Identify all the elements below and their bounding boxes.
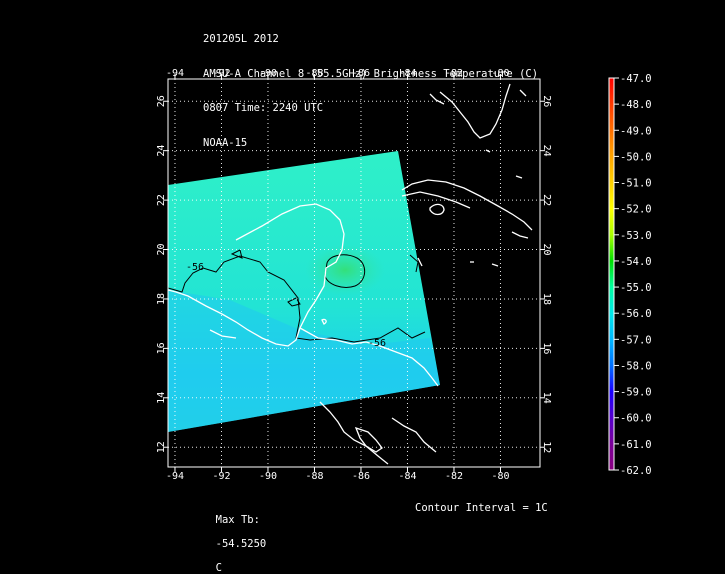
x-tick-label-bottom: -88	[305, 471, 323, 482]
max-tb-unit: C	[215, 562, 222, 574]
colorbar-label: -56.0	[620, 308, 652, 320]
contour-small-1	[287, 297, 301, 307]
x-tick-label-top: -80	[491, 68, 509, 79]
colorbar-label: -48.0	[620, 99, 652, 111]
coastlines	[168, 83, 533, 465]
x-tick-label-top: -92	[212, 68, 230, 79]
colorbar-label: -58.0	[620, 360, 652, 372]
y-tick-label-right: 18	[541, 293, 552, 305]
colorbar-label: -49.0	[620, 125, 652, 137]
colorbar-label: -62.0	[620, 465, 652, 477]
contour-label: -56	[186, 262, 204, 273]
x-tick-label-top: -88	[305, 68, 323, 79]
y-tick-label-left: 20	[156, 243, 167, 255]
colorbar-label: -60.0	[620, 413, 652, 425]
cold-region	[168, 290, 440, 432]
y-tick-label-left: 26	[156, 95, 167, 107]
x-tick-label-bottom: -94	[166, 471, 184, 482]
x-tick-label-top: -82	[445, 68, 463, 79]
y-tick-label-left: 18	[156, 293, 167, 305]
colorbar-label: -53.0	[620, 230, 652, 242]
title-storm-id: 201205L 2012	[203, 33, 279, 45]
colorbar-label: -55.0	[620, 282, 652, 294]
y-tick-label-right: 22	[541, 194, 552, 206]
contour-east	[409, 254, 419, 273]
contour-label: -56	[368, 338, 386, 349]
colorbar-label: -52.0	[620, 204, 652, 216]
map-chart: -94 -94 -92 -92 -90 -90 -88 -88 -86 -86 -84 -84 -82 -…	[156, 68, 652, 482]
contour-interval: Contour Interval = 1C	[415, 502, 548, 514]
contour-small-2	[230, 249, 243, 259]
y-tick-label-left: 14	[156, 392, 167, 404]
colorbar-label: -59.0	[620, 387, 652, 399]
max-tb-label: Max Tb:	[215, 514, 260, 526]
lat-lon-grid	[168, 79, 540, 467]
plot-area	[168, 79, 540, 467]
y-tick-label-right: 20	[541, 243, 552, 255]
colorbar-bar	[608, 77, 615, 471]
colorbar-label: -47.0	[620, 73, 652, 85]
max-tb-readout: Max Tb: -54.5250 C	[203, 502, 267, 574]
y-tick-label-right: 26	[541, 95, 552, 107]
plot-frame	[167, 78, 541, 468]
axis-labels: -94 -94 -92 -92 -90 -90 -88 -88 -86 -86 -84 -84 -82 -…	[156, 68, 552, 482]
x-tick-label-bottom: -80	[491, 471, 509, 482]
y-tick-label-right: 12	[541, 441, 552, 453]
x-tick-label-bottom: -92	[212, 471, 230, 482]
x-tick-label-bottom: -84	[398, 471, 416, 482]
colorbar-label: -54.0	[620, 256, 652, 268]
x-tick-label-bottom: -90	[259, 471, 277, 482]
warm-core	[305, 244, 385, 296]
x-tick-label-top: -84	[398, 68, 416, 79]
x-tick-label-top: -86	[352, 68, 370, 79]
y-tick-label-left: 24	[156, 145, 167, 157]
y-tick-label-left: 16	[156, 342, 167, 354]
colorbar-label: -57.0	[620, 334, 652, 346]
title-satellite: NOAA-15	[203, 136, 248, 149]
y-tick-label-left: 22	[156, 194, 167, 206]
x-tick-label-bottom: -86	[352, 471, 370, 482]
axis-ticks	[163, 74, 545, 472]
colorbar: -47.0 -48.0 -49.0 -50.0 -51.0 -52.0 -53.0 -54.0…	[608, 73, 652, 477]
colorbar-label: -51.0	[620, 178, 652, 190]
x-tick-label-bottom: -82	[445, 471, 463, 482]
contour-56-west	[168, 255, 426, 343]
x-tick-label-top: -94	[166, 68, 184, 79]
y-tick-label-left: 12	[156, 441, 167, 453]
max-tb-value: -54.5250	[215, 538, 267, 550]
colorbar-label: -50.0	[620, 151, 652, 163]
title-time: 0807 Time: 2240 UTC	[203, 102, 324, 114]
x-tick-label-top: -90	[259, 68, 277, 79]
title-block: 201205L 2012 AMSU-A Channel 8 (55.5GHz) …	[203, 11, 538, 161]
y-tick-label-right: 24	[541, 145, 552, 157]
title-channel: AMSU-A Channel 8 (55.5GHz) Brightness Te…	[203, 67, 539, 80]
y-tick-label-right: 16	[541, 342, 552, 354]
colorbar-label: -61.0	[620, 439, 652, 451]
y-tick-label-right: 14	[541, 392, 552, 404]
